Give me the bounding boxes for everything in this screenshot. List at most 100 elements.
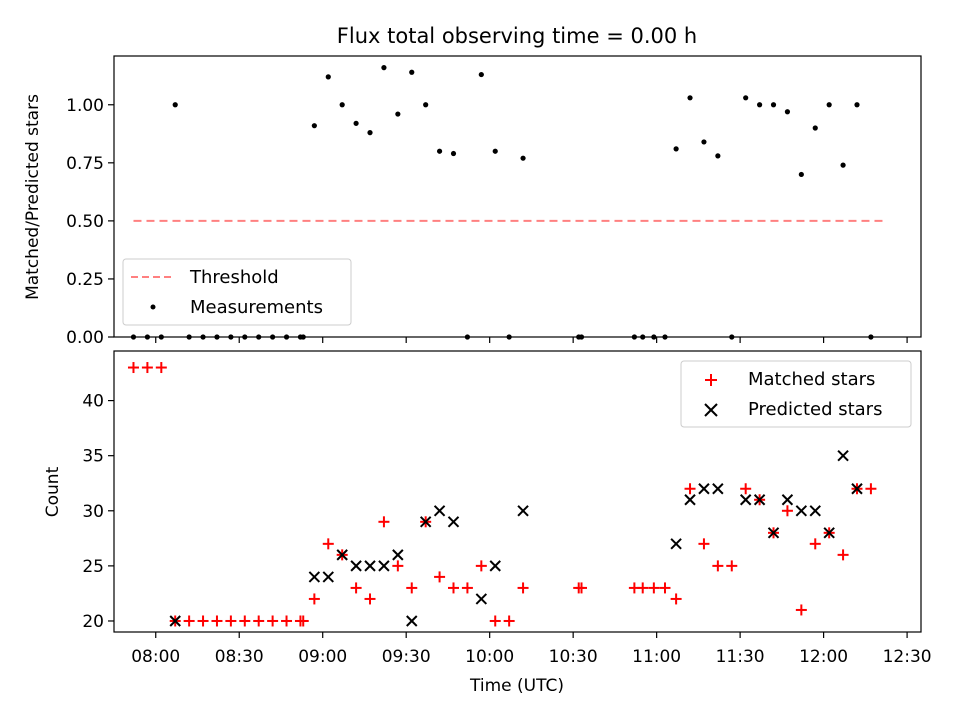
- legend-measurements-label: Measurements: [190, 297, 323, 318]
- bottom-xtick-label: 09:30: [382, 647, 431, 667]
- matched-star-point: [434, 571, 446, 583]
- matched-star-point: [475, 560, 487, 572]
- predicted-star-point: [378, 560, 390, 572]
- matched-star-point: [225, 615, 237, 627]
- matched-star-point: [659, 582, 671, 594]
- predicted-star-point: [350, 560, 362, 572]
- predicted-star-point: [336, 549, 348, 561]
- measurement-point: [436, 148, 443, 154]
- predicted-star-point: [698, 483, 710, 495]
- matched-star-point: [183, 615, 195, 627]
- bottom-plot-frame: [113, 350, 922, 633]
- measurement-point: [854, 102, 860, 108]
- predicted-star-point: [851, 483, 863, 495]
- matched-star-point: [141, 362, 153, 374]
- matched-star-point: [447, 582, 459, 594]
- predicted-star-point: [670, 538, 682, 550]
- matched-star-point: [740, 483, 752, 495]
- measurement-point: [395, 111, 401, 117]
- measurement-point: [339, 102, 345, 108]
- bottom-ytick-label: 30: [82, 502, 104, 522]
- matched-star-point: [637, 582, 649, 594]
- top-ytick-label: 0.25: [66, 270, 104, 290]
- predicted-star-point: [753, 494, 766, 506]
- measurement-point: [492, 148, 498, 154]
- matched-star-point: [865, 483, 877, 495]
- measurement-point: [840, 162, 846, 168]
- bottom-xtick-label: 11:30: [716, 647, 765, 667]
- matched-star-point: [809, 538, 821, 550]
- measurement-point: [701, 139, 707, 145]
- predicted-star-point: [767, 527, 780, 539]
- bottom-chart-ylabel: Count: [43, 466, 63, 517]
- matched-star-point: [364, 593, 376, 605]
- matched-star-point: [297, 615, 309, 627]
- measurement-point: [757, 102, 763, 108]
- predicted-star-point: [809, 505, 821, 517]
- bottom-xtick-label: 10:30: [549, 647, 598, 667]
- matched-star-point: [392, 560, 404, 572]
- predicted-star-point: [837, 449, 849, 462]
- legend-matched-swatch: [705, 374, 717, 386]
- predicted-star-point: [447, 516, 460, 528]
- bottom-ytick-label: 25: [82, 557, 104, 577]
- matched-star-point: [503, 615, 515, 627]
- bottom-xtick-label: 12:30: [883, 647, 932, 667]
- measurement-point: [450, 150, 457, 157]
- matched-star-point: [406, 582, 418, 594]
- top-legend: Threshold Measurements: [122, 258, 352, 326]
- bottom-legend: Matched stars Predicted stars: [680, 360, 912, 428]
- bottom-xtick-label: 10:00: [465, 647, 514, 667]
- measurement-point: [325, 74, 331, 80]
- bottom-legend-box: [680, 360, 912, 428]
- matched-star-point: [350, 582, 362, 594]
- matched-star-point: [795, 604, 807, 616]
- matched-star-point: [781, 505, 793, 517]
- measurement-point: [826, 102, 832, 108]
- measurement-point: [798, 171, 804, 178]
- matched-star-point: [281, 615, 293, 627]
- predicted-star-point: [739, 494, 752, 506]
- matched-star-point: [239, 615, 251, 627]
- matched-star-point: [211, 615, 223, 627]
- measurement-point: [381, 65, 387, 71]
- bottom-ytick-label: 20: [82, 612, 104, 632]
- measurement-point: [367, 130, 373, 136]
- top-ytick-label: 0.50: [66, 212, 104, 232]
- matched-star-point: [837, 549, 849, 561]
- measurement-point: [478, 71, 484, 78]
- measurement-point: [687, 95, 693, 101]
- bottom-xtick-label: 08:30: [215, 647, 264, 667]
- matched-star-point: [253, 615, 265, 627]
- predicted-star-point: [475, 593, 488, 605]
- measurement-point: [784, 109, 791, 115]
- measurement-point: [311, 123, 317, 129]
- top-legend-box: [122, 258, 352, 326]
- bottom-xtick-label: 09:00: [298, 647, 347, 667]
- predicted-star-point: [823, 527, 835, 539]
- top-ytick-label: 0.75: [66, 154, 104, 174]
- measurement-point: [409, 69, 415, 75]
- matched-star-point: [489, 615, 501, 627]
- legend-threshold-label: Threshold: [189, 267, 279, 288]
- predicted-star-point: [419, 516, 432, 528]
- top-plot-frame: [113, 55, 922, 338]
- predicted-star-point: [308, 571, 321, 583]
- predicted-star-point: [364, 560, 376, 572]
- top-chart-ylabel: Matched/Predicted stars: [23, 94, 43, 300]
- top-ytick-label: 1.00: [66, 96, 104, 116]
- predicted-star-point: [169, 615, 181, 627]
- measurement-point: [812, 125, 818, 131]
- matched-star-point: [378, 516, 390, 528]
- predicted-star-point: [781, 494, 794, 506]
- matched-star-point: [322, 538, 334, 550]
- matched-star-point: [127, 362, 139, 374]
- top-ytick-label: 0.00: [66, 328, 104, 348]
- predicted-star-point: [322, 571, 334, 583]
- matched-star-point: [517, 582, 529, 594]
- predicted-star-point: [684, 494, 696, 506]
- predicted-star-point: [406, 615, 418, 627]
- predicted-star-point: [392, 549, 404, 561]
- matched-star-point: [648, 582, 660, 594]
- matched-star-point: [267, 615, 279, 627]
